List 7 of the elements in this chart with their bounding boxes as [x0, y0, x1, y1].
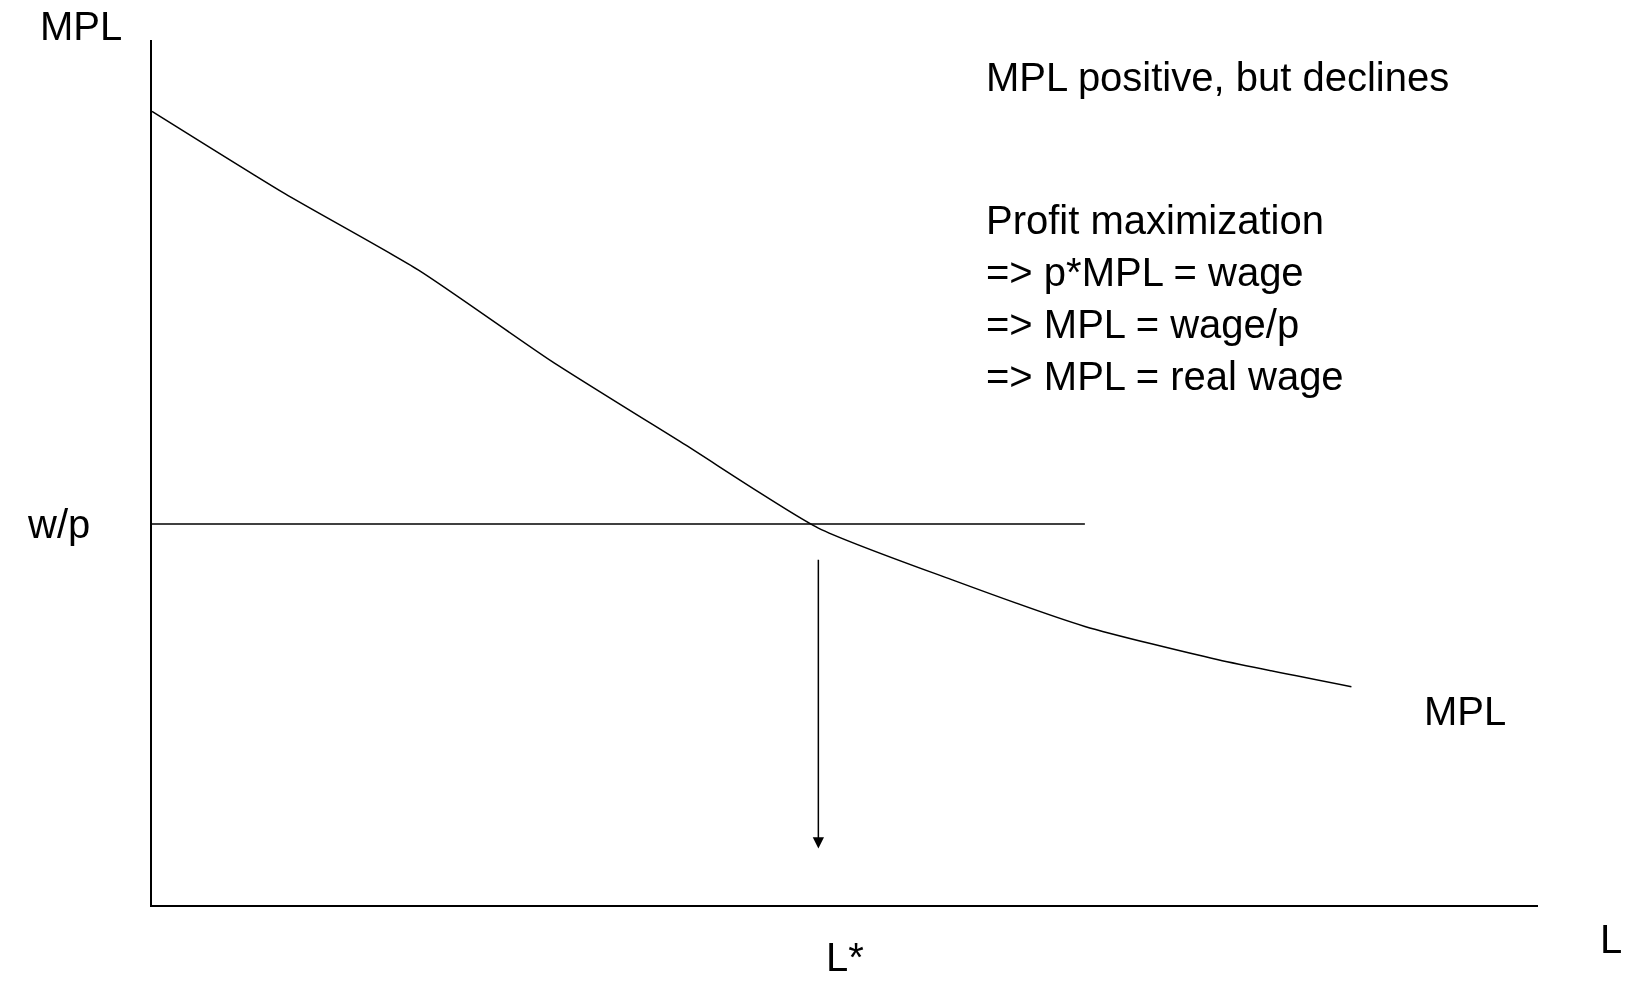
text: L*: [826, 935, 864, 979]
x-axis-title: L: [1600, 917, 1623, 961]
series-label: w/p: [27, 502, 91, 546]
y-axis-title: MPL: [40, 4, 123, 48]
annotation: Profit maximization => p*MPL = wage => MPL = wage/p => MPL = real wage: [986, 198, 1344, 398]
series-label: MPL: [1424, 689, 1507, 733]
text: MPL positive, but declines: [986, 55, 1450, 99]
